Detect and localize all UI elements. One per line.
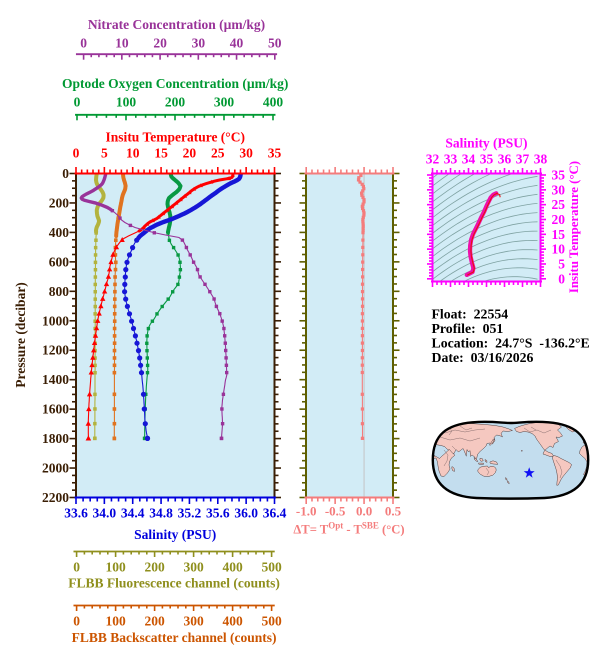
svg-text:36.0: 36.0 (234, 506, 258, 521)
svg-text:33.6: 33.6 (64, 506, 88, 521)
svg-text:36.4: 36.4 (263, 506, 287, 521)
svg-text:FLBB Backscatter channel (coun: FLBB Backscatter channel (counts) (72, 630, 277, 645)
svg-text:15: 15 (154, 146, 168, 161)
svg-text:-0.5: -0.5 (325, 504, 346, 519)
svg-text:1800: 1800 (42, 431, 69, 446)
svg-text:Salinity (PSU): Salinity (PSU) (134, 527, 216, 542)
svg-text:1000: 1000 (42, 313, 69, 328)
svg-text:FLBB Fluorescence channel (cou: FLBB Fluorescence channel (counts) (68, 576, 280, 591)
svg-text:34.4: 34.4 (121, 506, 145, 521)
svg-text:25: 25 (552, 197, 566, 212)
svg-text:34: 34 (462, 152, 476, 167)
svg-text:38: 38 (534, 152, 548, 167)
svg-text:20: 20 (183, 146, 197, 161)
svg-text:Insitu Temperature (°C): Insitu Temperature (°C) (567, 161, 581, 293)
svg-text:Profile: 051: Profile: 051 (432, 321, 504, 336)
svg-text:100: 100 (116, 95, 137, 110)
svg-text:35: 35 (480, 152, 494, 167)
svg-text:30: 30 (552, 182, 566, 197)
svg-text:400: 400 (263, 95, 284, 110)
svg-text:33: 33 (444, 152, 458, 167)
svg-text:50: 50 (268, 36, 282, 51)
svg-text:0: 0 (62, 166, 69, 181)
svg-text:500: 500 (261, 614, 282, 629)
svg-text:0.0: 0.0 (356, 504, 372, 519)
svg-text:0: 0 (80, 36, 87, 51)
svg-text:400: 400 (49, 225, 70, 240)
svg-text:300: 300 (183, 560, 204, 575)
svg-text:40: 40 (230, 36, 244, 51)
svg-text:30: 30 (239, 146, 253, 161)
svg-text:Float: 22554: Float: 22554 (432, 307, 509, 322)
svg-text:36: 36 (498, 152, 512, 167)
svg-text:Insitu Temperature (°C): Insitu Temperature (°C) (106, 130, 245, 145)
svg-text:100: 100 (105, 614, 126, 629)
svg-text:300: 300 (183, 614, 204, 629)
svg-text:1200: 1200 (42, 343, 69, 358)
svg-text:0: 0 (73, 614, 80, 629)
svg-text:34.0: 34.0 (93, 506, 117, 521)
svg-text:2000: 2000 (42, 461, 69, 476)
svg-text:35: 35 (552, 168, 566, 183)
svg-text:0: 0 (73, 146, 80, 161)
svg-text:-1.0: -1.0 (296, 504, 317, 519)
svg-text:Optode Oxygen Concentration (µ: Optode Oxygen Concentration (µm/kg) (62, 76, 288, 91)
svg-text:ΔT= TOpt - TSBE (°C): ΔT= TOpt - TSBE (°C) (293, 521, 404, 537)
svg-text:200: 200 (144, 614, 165, 629)
svg-text:Salinity (PSU): Salinity (PSU) (445, 136, 527, 151)
svg-text:37: 37 (516, 152, 530, 167)
svg-text:35.2: 35.2 (178, 506, 202, 521)
svg-text:400: 400 (222, 614, 243, 629)
svg-text:300: 300 (214, 95, 235, 110)
svg-text:200: 200 (49, 195, 70, 210)
svg-text:34.8: 34.8 (149, 506, 173, 521)
svg-text:Nitrate Concentration (µm/kg): Nitrate Concentration (µm/kg) (88, 17, 265, 32)
svg-text:5: 5 (558, 256, 565, 271)
svg-text:200: 200 (165, 95, 186, 110)
svg-text:30: 30 (192, 36, 206, 51)
svg-text:20: 20 (552, 212, 566, 227)
svg-text:15: 15 (552, 227, 566, 242)
svg-text:5: 5 (101, 146, 108, 161)
svg-text:0: 0 (73, 560, 80, 575)
svg-text:0.5: 0.5 (385, 504, 402, 519)
svg-text:10: 10 (115, 36, 129, 51)
svg-text:0: 0 (74, 95, 81, 110)
svg-text:35: 35 (268, 146, 282, 161)
svg-text:25: 25 (211, 146, 225, 161)
svg-text:Location: 24.7°S -136.2°E: Location: 24.7°S -136.2°E (432, 336, 590, 351)
svg-text:Pressure (decibar): Pressure (decibar) (13, 282, 28, 388)
svg-text:500: 500 (261, 560, 282, 575)
svg-text:1600: 1600 (42, 402, 69, 417)
svg-text:0: 0 (558, 271, 565, 286)
svg-text:400: 400 (222, 560, 243, 575)
svg-text:600: 600 (49, 254, 70, 269)
svg-text:35.6: 35.6 (206, 506, 230, 521)
svg-text:2200: 2200 (42, 490, 69, 505)
svg-text:200: 200 (144, 560, 165, 575)
svg-text:1400: 1400 (42, 372, 69, 387)
svg-text:100: 100 (105, 560, 126, 575)
svg-text:20: 20 (153, 36, 167, 51)
svg-text:800: 800 (49, 284, 70, 299)
svg-text:32: 32 (426, 152, 440, 167)
svg-text:Date: 03/16/2026: Date: 03/16/2026 (432, 350, 534, 365)
svg-text:10: 10 (552, 242, 566, 257)
svg-text:10: 10 (126, 146, 140, 161)
